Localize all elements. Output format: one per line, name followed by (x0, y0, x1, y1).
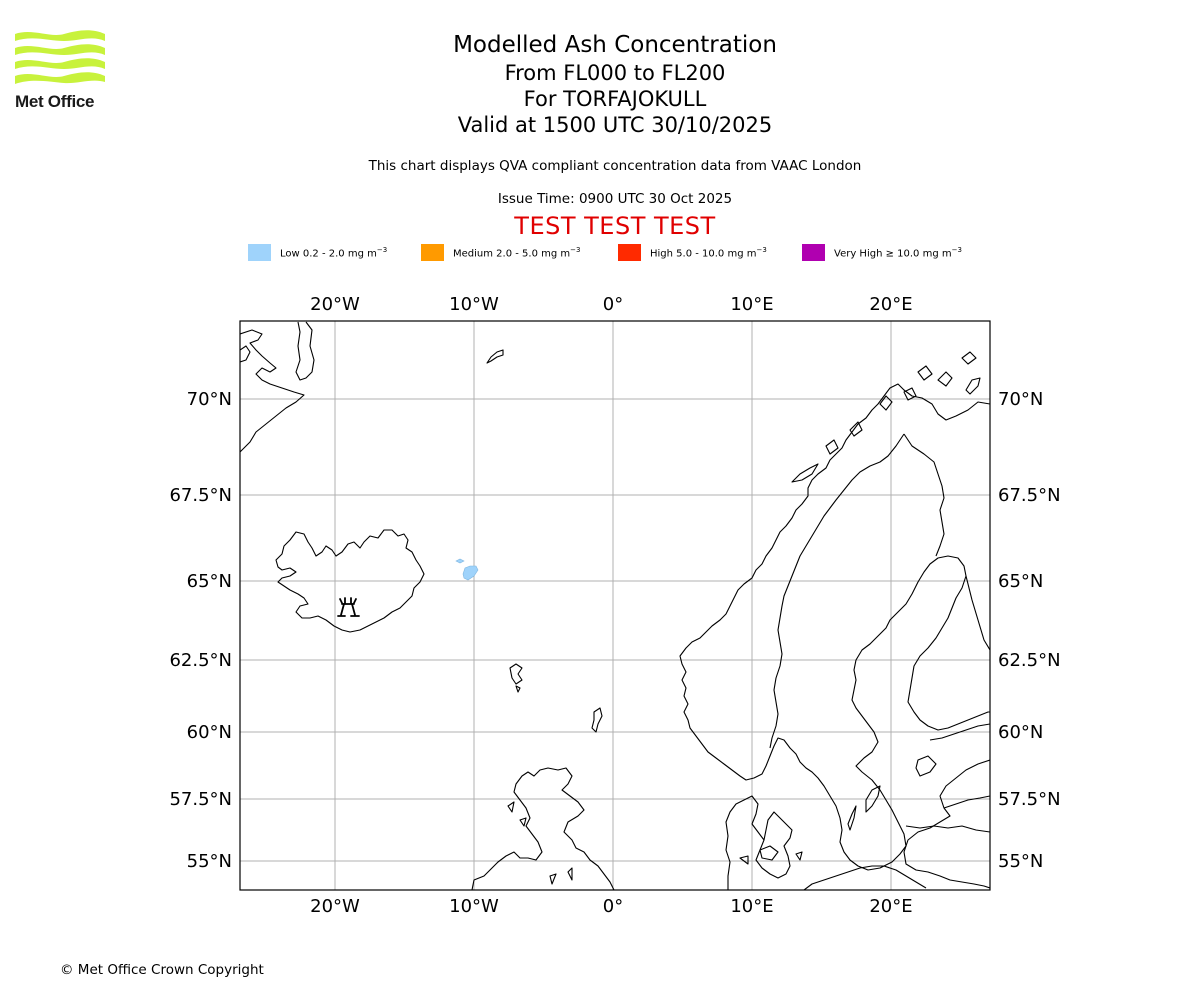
lon-label: 20°W (310, 896, 360, 917)
coast-north-cape (903, 371, 981, 401)
legend-item-medium: Medium 2.0 - 5.0 mg m−3 (421, 244, 580, 261)
lat-label: 65°N (187, 571, 232, 592)
coast-estonia (915, 755, 937, 777)
volcano-name: For TORFAJOKULL (523, 87, 707, 111)
lat-labels-left: 70°N 67.5°N 65°N 62.5°N 60°N 57.5°N 55°N (169, 389, 232, 872)
legend-label: Very High ≥ 10.0 mg m−3 (834, 245, 962, 260)
coast-lofoten (791, 351, 977, 483)
issue-time: Issue Time: 0900 UTC 30 Oct 2025 (497, 191, 733, 207)
coast-denmark-islands (739, 845, 803, 865)
lat-label: 57.5°N (169, 789, 232, 810)
copyright: © Met Office Crown Copyright (60, 962, 264, 978)
lon-labels-bottom: 20°W 10°W 0° 10°E 20°E (310, 896, 912, 917)
coast-gulf-finland (929, 723, 990, 741)
ash-cloud-low (455, 558, 479, 581)
coast-greenland (240, 329, 305, 453)
lat-label: 67.5°N (998, 485, 1061, 506)
border-finland-russia (965, 575, 990, 651)
lat-label: 55°N (187, 851, 232, 872)
coast-faroe-2 (515, 685, 521, 693)
test-banner: TEST TEST TEST (514, 212, 716, 240)
lon-label: 10°W (449, 294, 499, 315)
logo-wordmark: Met Office (15, 92, 95, 111)
border-sweden-finland (903, 433, 945, 557)
lon-label: 20°W (310, 294, 360, 315)
legend-swatch-low (248, 244, 271, 261)
lat-label: 62.5°N (998, 650, 1061, 671)
lon-label: 20°E (869, 896, 912, 917)
legend-swatch-medium (421, 244, 444, 261)
lon-label: 0° (603, 896, 623, 917)
legend-label: High 5.0 - 10.0 mg m−3 (650, 245, 767, 260)
legend-item-low: Low 0.2 - 2.0 mg m−3 (248, 244, 387, 261)
flight-level-range: From FL000 to FL200 (504, 61, 726, 85)
legend-swatch-high (618, 244, 641, 261)
map-gridlines (240, 321, 990, 890)
lat-labels-right: 70°N 67.5°N 65°N 62.5°N 60°N 57.5°N 55°N (998, 389, 1061, 872)
border-norway-sweden (769, 433, 905, 749)
coast-scotland-isles (507, 801, 573, 885)
border-latvia-lithuania (905, 825, 990, 833)
lon-label: 20°E (869, 294, 912, 315)
coast-south-baltic (803, 865, 927, 890)
coast-greenland-inlet (295, 321, 315, 381)
legend-item-high: High 5.0 - 10.0 mg m−3 (618, 244, 767, 261)
lon-label: 0° (603, 294, 623, 315)
lat-label: 70°N (187, 389, 232, 410)
lat-label: 70°N (998, 389, 1043, 410)
coast-gotland (865, 785, 881, 813)
lat-label: 67.5°N (169, 485, 232, 506)
coast-iceland (275, 529, 425, 633)
lat-label: 65°N (998, 571, 1043, 592)
border-estonia-latvia (943, 795, 990, 809)
coast-denmark (725, 795, 793, 890)
chart-title: Modelled Ash Concentration (453, 32, 777, 58)
chart-titles: Modelled Ash Concentration From FL000 to… (315, 30, 915, 138)
chart-description: This chart displays QVA compliant concen… (368, 158, 862, 174)
coast-baltic-states (903, 759, 990, 889)
coast-greenland-east (240, 345, 251, 363)
legend-item-very-high: Very High ≥ 10.0 mg m−3 (802, 244, 962, 261)
coast-scotland (471, 767, 615, 890)
lat-label: 60°N (187, 722, 232, 743)
coast-jan-mayen (486, 349, 504, 364)
lat-label: 60°N (998, 722, 1043, 743)
lat-label: 62.5°N (169, 650, 232, 671)
map-frame (239, 320, 991, 891)
lat-label: 55°N (998, 851, 1043, 872)
lon-label: 10°W (449, 896, 499, 917)
lon-labels-top: 20°W 10°W 0° 10°E 20°E (310, 294, 912, 315)
lat-label: 57.5°N (998, 789, 1061, 810)
coast-scandinavia (679, 383, 990, 871)
concentration-legend: Low 0.2 - 2.0 mg m−3 Medium 2.0 - 5.0 mg… (0, 244, 1200, 264)
coast-oland (847, 805, 857, 831)
legend-label: Low 0.2 - 2.0 mg m−3 (280, 245, 388, 260)
valid-time: Valid at 1500 UTC 30/10/2025 (457, 113, 773, 137)
met-office-logo (15, 30, 105, 84)
lon-label: 10°E (730, 896, 773, 917)
legend-swatch-very-high (802, 244, 825, 261)
coast-shetland (591, 707, 603, 733)
volcano-vent-icon (337, 597, 360, 617)
coast-faroe (509, 663, 523, 685)
legend-label: Medium 2.0 - 5.0 mg m−3 (453, 245, 581, 260)
lon-label: 10°E (730, 294, 773, 315)
